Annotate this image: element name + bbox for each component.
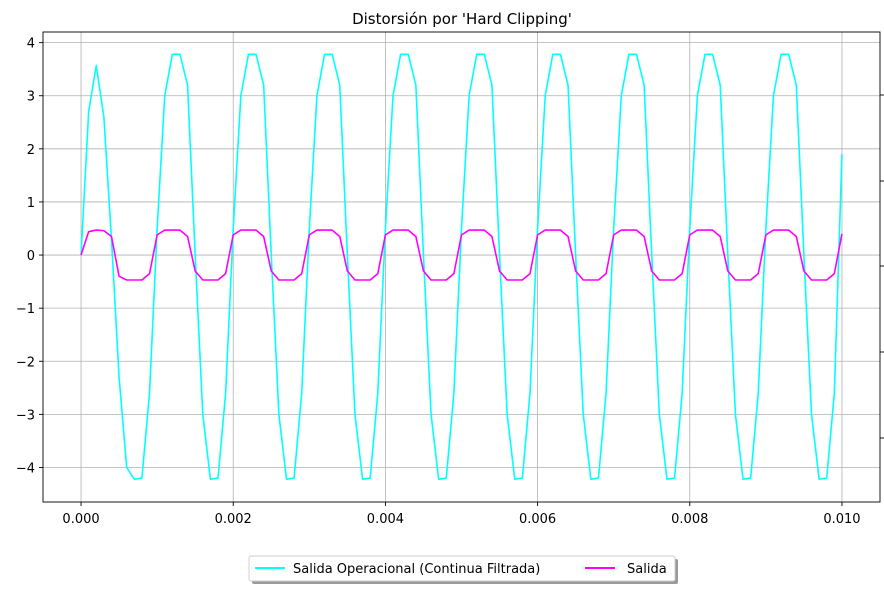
x-tick-label: 0.000: [62, 512, 99, 527]
series-line-2: [80, 229, 843, 281]
legend-box: [248, 555, 676, 582]
y-tick-label: −1: [16, 302, 35, 317]
legend-label-1: Salida Operacional (Continua Filtrada): [293, 562, 540, 577]
y-tick-label: 2: [27, 143, 35, 158]
y-tick-label: 1: [27, 196, 35, 211]
plot-frame: [42, 31, 881, 503]
x-tick-label: 0.004: [367, 512, 404, 527]
x-tick-label: 0.002: [215, 512, 252, 527]
y-tick-label: −2: [16, 355, 35, 370]
y-tick-label: 3: [27, 90, 35, 105]
legend-label-2: Salida: [627, 562, 667, 577]
series-layer: [80, 53, 843, 480]
x-tick-label: 0.008: [671, 512, 708, 527]
y-tick-label: −4: [16, 461, 35, 476]
grid: [43, 32, 880, 502]
y-tick-label: 0: [27, 249, 35, 264]
axes: 0.000 0.002 0.004 0.006 0.008 0.010 4 3 2 1 0 −1 −2 −…: [16, 31, 884, 527]
y-tick-label: −3: [16, 408, 35, 423]
x-tick-label: 0.006: [519, 512, 556, 527]
x-tick-label: 0.010: [823, 512, 860, 527]
chart-title: Distorsión por 'Hard Clipping': [352, 10, 572, 28]
y-tick-label: 4: [27, 37, 35, 52]
legend: Salida Operacional (Continua Filtrada) Sa…: [248, 555, 678, 584]
series-line-1: [80, 53, 843, 480]
